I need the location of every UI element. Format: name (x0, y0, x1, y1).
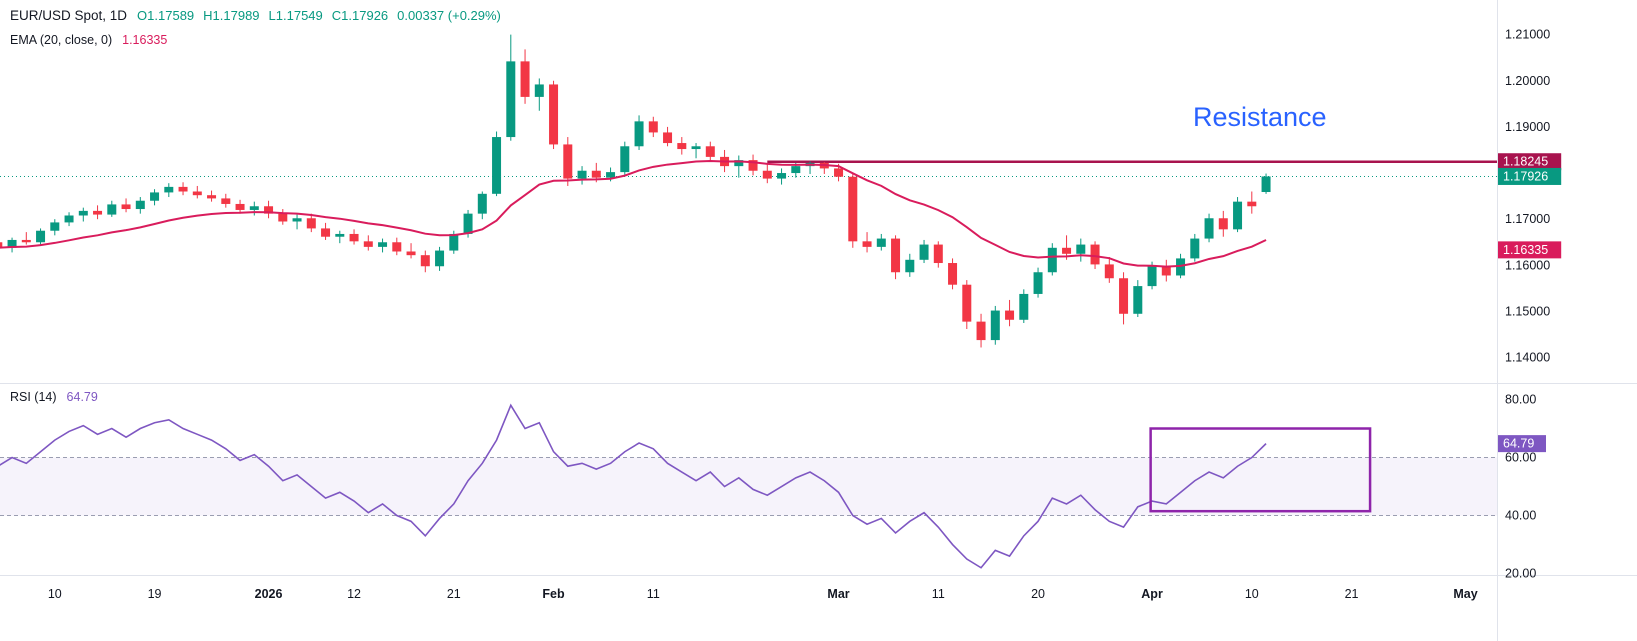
svg-text:11: 11 (932, 587, 945, 601)
svg-text:Feb: Feb (542, 587, 565, 601)
svg-text:1.21000: 1.21000 (1505, 28, 1550, 42)
svg-text:21: 21 (447, 587, 461, 601)
rsi-pane[interactable] (0, 403, 1497, 569)
svg-text:40.00: 40.00 (1505, 509, 1536, 523)
symbol-title[interactable]: EUR/USD Spot, 1D (10, 8, 128, 23)
svg-text:1.19000: 1.19000 (1505, 120, 1550, 134)
ohlc-high: H1.17989 (203, 8, 260, 23)
price-change: 0.00337 (+0.29%) (397, 8, 501, 23)
main-pane[interactable] (0, 34, 1497, 348)
svg-text:1.16335: 1.16335 (1503, 243, 1548, 257)
ema-value: 1.16335 (122, 33, 168, 47)
svg-text:19: 19 (148, 587, 162, 601)
svg-text:1.17926: 1.17926 (1503, 169, 1548, 183)
svg-text:12: 12 (347, 587, 361, 601)
svg-text:60.00: 60.00 (1505, 451, 1536, 465)
svg-text:1.15000: 1.15000 (1505, 304, 1550, 318)
svg-text:10: 10 (1245, 587, 1259, 601)
svg-text:80.00: 80.00 (1505, 393, 1536, 407)
rsi-indicator-legend: RSI (14) 64.79 (10, 390, 98, 404)
svg-text:Mar: Mar (827, 587, 849, 601)
resistance-annotation[interactable]: Resistance (1193, 102, 1327, 132)
ema-label[interactable]: EMA (20, close, 0) (10, 33, 113, 47)
svg-text:20.00: 20.00 (1505, 567, 1536, 581)
time-axis[interactable]: 10 19 2026 12 21 Feb 11 Mar 11 20 Apr 10 21 May (48, 587, 1478, 601)
symbol-legend: EUR/USD Spot, 1D O1.17589 H1.17989 L1.17549… (10, 8, 510, 23)
svg-text:May: May (1453, 587, 1477, 601)
svg-text:11: 11 (647, 587, 660, 601)
rsi-value: 64.79 (66, 390, 98, 404)
ohlc-low: L1.17549 (268, 8, 323, 23)
svg-text:21: 21 (1345, 587, 1359, 601)
svg-text:1.16000: 1.16000 (1505, 258, 1550, 272)
svg-text:10: 10 (48, 587, 62, 601)
ohlc-open: O1.17589 (137, 8, 195, 23)
svg-text:Apr: Apr (1141, 587, 1163, 601)
rsi-label[interactable]: RSI (14) (10, 390, 57, 404)
svg-text:2026: 2026 (255, 587, 283, 601)
ohlc-close: C1.17926 (331, 8, 389, 23)
svg-text:1.18245: 1.18245 (1503, 155, 1548, 169)
ema-legend: EMA (20, close, 0) 1.16335 (10, 33, 167, 47)
svg-text:1.17000: 1.17000 (1505, 212, 1550, 226)
svg-text:64.79: 64.79 (1503, 437, 1534, 451)
svg-text:20: 20 (1031, 587, 1045, 601)
svg-text:1.14000: 1.14000 (1505, 351, 1550, 365)
svg-text:1.20000: 1.20000 (1505, 74, 1550, 88)
